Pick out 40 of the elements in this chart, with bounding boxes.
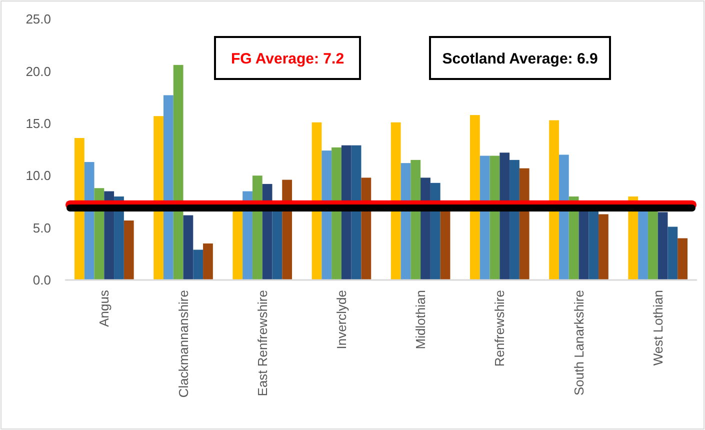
y-tick-label: 25.0 (26, 12, 51, 27)
x-tick-label: Inverclyde (334, 290, 349, 350)
bar (252, 176, 262, 280)
ref-line-label: FG Average: 7.2 (230, 50, 344, 68)
y-tick-label: 20.0 (26, 64, 51, 79)
bar (519, 168, 530, 280)
bar (332, 147, 342, 280)
x-tick-label: East Renfrewshire (254, 290, 270, 396)
bar (183, 215, 194, 280)
bar (470, 115, 480, 280)
bar (678, 238, 688, 280)
bar (410, 160, 421, 280)
bar (173, 64, 184, 280)
x-tick-label: South Lanarkshire (571, 290, 586, 396)
x-tick-label: West Lothian (650, 290, 666, 366)
x-tick-label: Midlothian (413, 290, 428, 350)
bar (193, 250, 204, 280)
bar (203, 243, 213, 280)
bar (549, 120, 559, 280)
bar (124, 220, 134, 280)
bar (163, 95, 174, 280)
y-tick-label: 15.0 (26, 116, 51, 131)
bar (558, 154, 569, 280)
x-tick-label: Clackmannanshire (176, 290, 191, 398)
bar (154, 116, 164, 280)
y-tick-label: 0.0 (32, 272, 51, 288)
bar (510, 160, 520, 280)
y-tick-label: 10.0 (26, 168, 51, 184)
x-tick-label: Renfrewshire (492, 290, 508, 367)
ref-line-label: Scotland Average: 6.9 (442, 50, 598, 68)
bar (658, 212, 668, 280)
x-tick-label: Angus (96, 290, 112, 327)
y-tick-label: 5.0 (32, 220, 51, 236)
bar (390, 122, 401, 280)
bar (668, 226, 678, 280)
bar (341, 145, 352, 280)
bar (322, 150, 332, 280)
bar (74, 138, 84, 280)
bar (598, 214, 608, 280)
bar (500, 152, 510, 280)
